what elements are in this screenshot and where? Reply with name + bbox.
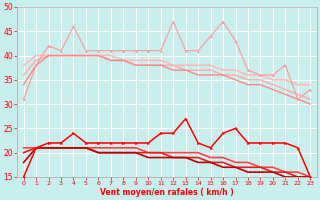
- X-axis label: Vent moyen/en rafales ( km/h ): Vent moyen/en rafales ( km/h ): [100, 188, 234, 197]
